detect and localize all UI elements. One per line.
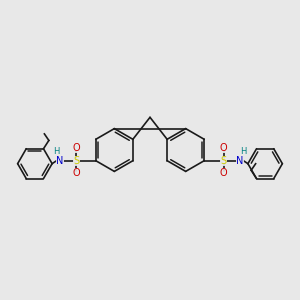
Text: O: O [73,143,80,153]
Text: S: S [74,156,80,166]
Text: O: O [220,143,227,153]
Text: S: S [220,156,226,166]
Text: N: N [56,156,64,166]
Text: H: H [53,147,60,156]
Text: H: H [240,147,247,156]
Text: O: O [73,168,80,178]
Text: O: O [220,168,227,178]
Text: N: N [236,156,244,166]
